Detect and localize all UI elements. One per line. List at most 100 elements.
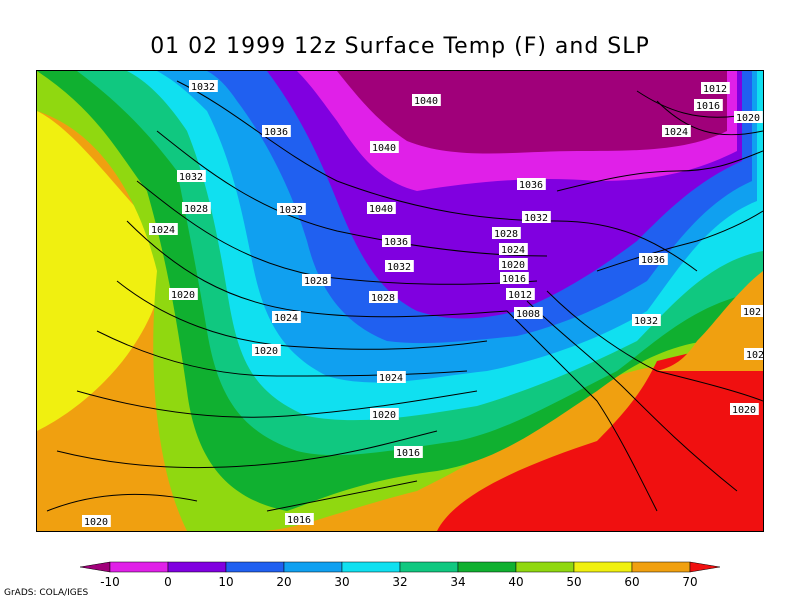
isobar-label-background — [412, 94, 441, 106]
isobar-labels: 1032 1036 1040 1040 1032 1028 1024 1032 1040 1036… — [82, 80, 763, 528]
isobar-label-text: 1020 — [372, 410, 396, 421]
isobar-label-background — [377, 371, 406, 383]
colorbar-swatch — [573, 561, 633, 573]
colorbar-swatch — [167, 561, 227, 573]
isobar-label: 1032 — [189, 80, 218, 93]
isobar-label-text: 1032 — [634, 316, 658, 327]
isobar-label: 1024 — [377, 371, 406, 384]
isobar-label-background — [252, 344, 281, 356]
isobar-label-background — [744, 348, 763, 360]
isobar-label: 1036 — [517, 178, 546, 191]
isobar-label-background — [182, 202, 211, 214]
isobar-label: 1032 — [177, 170, 206, 183]
isobar-label-background — [169, 288, 198, 300]
isobar-label-text: 1020 — [171, 290, 195, 301]
isobar-label: 1020 — [499, 258, 528, 271]
isobar-label-text: 1024 — [274, 313, 298, 324]
isobar-label: 1020 — [370, 408, 399, 421]
isobar-label: 1032 — [632, 314, 661, 327]
isobar-label-background — [492, 227, 521, 239]
isobar-label-text: 102 — [743, 307, 761, 318]
isobar-label: 1008 — [514, 307, 543, 320]
isobar-label: 1040 — [370, 141, 399, 154]
isobar-label-background — [632, 314, 661, 326]
temperature-field: 1032 1036 1040 1040 1032 1028 1024 1032 1040 1036… — [37, 71, 763, 531]
isobar-label-text: 1032 — [387, 262, 411, 273]
isobar-label: 1020 — [169, 288, 198, 301]
isobar-label-background — [382, 235, 411, 247]
isobar-label-text: 1020 — [254, 346, 278, 357]
isobar-label: 1024 — [149, 223, 178, 236]
isobar-label: 1024 — [272, 311, 301, 324]
isobar-label-background — [189, 80, 218, 92]
isobar-label-background — [662, 125, 691, 137]
colorbar-tick-label: 40 — [508, 575, 523, 589]
isobar-label-background — [394, 446, 423, 458]
isobar-label: 1016 — [500, 272, 529, 285]
isobar-label: 1016 — [694, 99, 723, 112]
isobar-label: 1016 — [394, 446, 423, 459]
isobar-label: 1024 — [499, 243, 528, 256]
isobar-label-text: 1024 — [379, 373, 403, 384]
isobar-label-text: 1032 — [524, 213, 548, 224]
isobar-label-text: 1032 — [279, 205, 303, 216]
colorbar-swatch — [341, 561, 401, 573]
colorbar-tick-labels: -10 0 10 20 30 32 34 40 50 60 70 — [100, 575, 697, 589]
isobar-label-background — [385, 260, 414, 272]
isobar-label-background — [734, 111, 763, 123]
isobar-label-background — [701, 82, 730, 94]
isobar-label-text: 1012 — [703, 84, 727, 95]
isobar-label-text: 1028 — [494, 229, 518, 240]
isobar-label: 1036 — [382, 235, 411, 248]
isobar-label-background — [277, 203, 306, 215]
band-70s — [437, 346, 763, 531]
isobar-label-text: 1040 — [414, 96, 438, 107]
colorbar-swatch — [109, 561, 169, 573]
isobar-label-background — [302, 274, 331, 286]
isobar-label-background — [367, 202, 396, 214]
isobar-label: 1028 — [369, 291, 398, 304]
isobar-label-background — [506, 288, 535, 300]
isobar-label-background — [82, 515, 111, 527]
isobar-label: 1040 — [412, 94, 441, 107]
isobar-label: 1024 — [662, 125, 691, 138]
isobar-label: 1032 — [385, 260, 414, 273]
isobar-label-text: 1028 — [184, 204, 208, 215]
isobar-label-text: 1020 — [732, 405, 756, 416]
isobar-label-text: 1032 — [191, 82, 215, 93]
colorbar-tick-label: 10 — [218, 575, 233, 589]
isobar-label-text: 1040 — [372, 143, 396, 154]
isobar-label-background — [499, 243, 528, 255]
colorbar-tick-label: -10 — [100, 575, 120, 589]
isobar-label: 1032 — [522, 211, 551, 224]
isobar-label: 1020 — [730, 403, 759, 416]
colorbar-min-arrow — [79, 561, 111, 573]
isobar-label-text: 1016 — [287, 515, 311, 526]
isobar-label-background — [370, 408, 399, 420]
isobar-label-text: 1012 — [508, 290, 532, 301]
isobar-label: 1012 — [701, 82, 730, 95]
map-title: 01 02 1999 12z Surface Temp (F) and SLP — [150, 34, 650, 59]
colorbar-swatch — [283, 561, 343, 573]
isobar-label-background — [514, 307, 543, 319]
isobar-label-background — [285, 513, 314, 525]
band-60s-atlantic — [657, 271, 763, 371]
isobar-label-background — [370, 141, 399, 153]
isobar-label: 102 — [744, 348, 763, 361]
colorbar-tick-label: 70 — [682, 575, 697, 589]
isobar-label-text: 1020 — [501, 260, 525, 271]
credit-footer: GrADS: COLA/IGES — [4, 588, 89, 598]
colorbar-swatch — [399, 561, 459, 573]
isobar-label-text: 1008 — [516, 309, 540, 320]
isobar-label-text: 1036 — [519, 180, 543, 191]
isobar-label-text: 1040 — [369, 204, 393, 215]
colorbar-tick-label: 30 — [334, 575, 349, 589]
colorbar-swatch — [225, 561, 285, 573]
isobar-label-text: 1020 — [736, 113, 760, 124]
isobar-label-text: 1036 — [641, 255, 665, 266]
isobar-label-text: 1032 — [179, 172, 203, 183]
colorbar-swatches — [79, 561, 721, 573]
isobar-label-text: 1028 — [304, 276, 328, 287]
isobar-label: 1016 — [285, 513, 314, 526]
isobar-label-background — [639, 253, 668, 265]
